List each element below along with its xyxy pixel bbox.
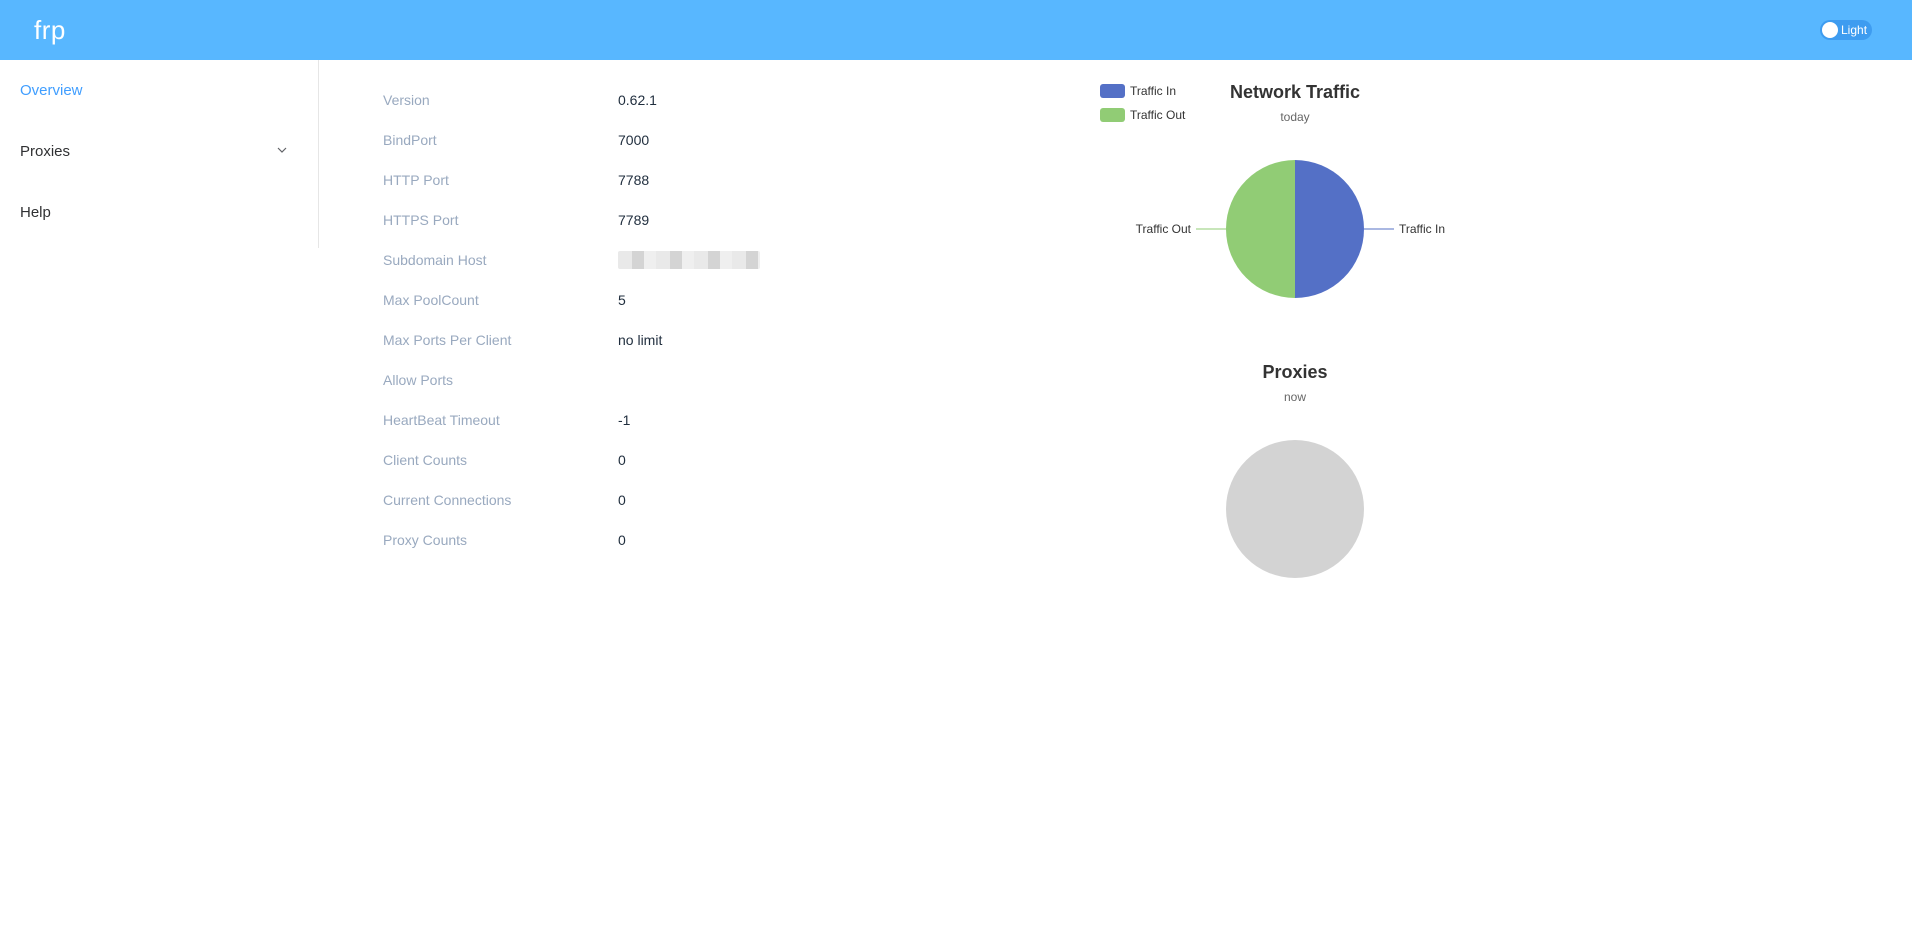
info-value: 7000 [618, 132, 650, 148]
pie-label-traffic-in: Traffic In [1399, 222, 1445, 236]
brand-logo[interactable]: frp [34, 14, 66, 45]
info-label: Version [383, 92, 430, 108]
chevron-down-icon [277, 147, 287, 153]
sidebar-item-overview[interactable]: Overview [0, 60, 318, 121]
theme-toggle-label: Light [1841, 23, 1868, 37]
info-value: 0 [618, 452, 626, 468]
info-label: Proxy Counts [383, 532, 468, 548]
sidebar-item-label: Overview [20, 82, 83, 99]
top-header: frp Light [0, 0, 1912, 60]
network-traffic-chart: Traffic In Traffic Out Network Traffic t… [1100, 82, 1445, 298]
pie-slice-traffic-in[interactable] [1295, 160, 1364, 298]
info-label: HTTPS Port [383, 212, 459, 228]
info-row-proxy-counts: Proxy Counts 0 [383, 520, 760, 560]
info-row-http-port: HTTP Port 7788 [383, 160, 760, 200]
sidebar-item-label: Help [20, 204, 51, 221]
sidebar-item-label: Proxies [20, 143, 71, 160]
info-value: 0 [618, 492, 626, 508]
sidebar-menu: Overview Proxies Help [0, 60, 319, 248]
info-label: Allow Ports [383, 372, 454, 388]
info-row-max-poolcount: Max PoolCount 5 [383, 280, 760, 320]
info-row-version: Version 0.62.1 [383, 80, 760, 120]
info-row-bindport: BindPort 7000 [383, 120, 760, 160]
theme-toggle-switch[interactable]: Light [1820, 20, 1872, 40]
legend-swatch-traffic-in[interactable] [1100, 84, 1125, 98]
info-label: Subdomain Host [383, 252, 487, 268]
toggle-knob [1822, 22, 1838, 38]
legend-label-traffic-out[interactable]: Traffic Out [1130, 108, 1186, 122]
info-row-heartbeat-timeout: HeartBeat Timeout -1 [383, 400, 760, 440]
info-row-max-ports-per-client: Max Ports Per Client no limit [383, 320, 760, 360]
info-value: no limit [618, 332, 663, 348]
info-row-current-connections: Current Connections 0 [383, 480, 760, 520]
pie-slice-traffic-out[interactable] [1226, 160, 1295, 298]
info-row-allow-ports: Allow Ports [383, 360, 760, 400]
info-value: 7789 [618, 212, 650, 228]
info-label: BindPort [383, 132, 437, 148]
info-value: 0.62.1 [618, 92, 657, 108]
info-label: Current Connections [383, 492, 512, 508]
info-label: Max PoolCount [383, 292, 479, 308]
info-label: Client Counts [383, 452, 468, 468]
sidebar-item-help[interactable]: Help [0, 182, 318, 243]
info-row-client-counts: Client Counts 0 [383, 440, 760, 480]
pie-empty [1226, 440, 1364, 578]
info-value: -1 [618, 412, 631, 428]
chart-subtitle: now [1284, 390, 1306, 404]
server-info-list: Version 0.62.1 BindPort 7000 HTTP Port 7… [383, 80, 760, 560]
info-label: Max Ports Per Client [383, 332, 512, 348]
pie-label-traffic-out: Traffic Out [1136, 222, 1192, 236]
info-value: 0 [618, 532, 626, 548]
legend-label-traffic-in[interactable]: Traffic In [1130, 84, 1176, 98]
chart-title: Proxies [1262, 362, 1327, 382]
legend-swatch-traffic-out[interactable] [1100, 108, 1125, 122]
info-row-subdomain-host: Subdomain Host [383, 240, 760, 280]
redacted-subdomain-value [618, 251, 760, 269]
chart-title: Network Traffic [1230, 82, 1360, 102]
info-label: HeartBeat Timeout [383, 412, 500, 428]
info-row-https-port: HTTPS Port 7789 [383, 200, 760, 240]
info-label: HTTP Port [383, 172, 449, 188]
proxies-chart: Proxies now [1226, 362, 1364, 578]
sidebar-item-proxies[interactable]: Proxies [0, 121, 318, 182]
chart-subtitle: today [1280, 110, 1309, 124]
info-value: 7788 [618, 172, 650, 188]
info-value: 5 [618, 292, 626, 308]
